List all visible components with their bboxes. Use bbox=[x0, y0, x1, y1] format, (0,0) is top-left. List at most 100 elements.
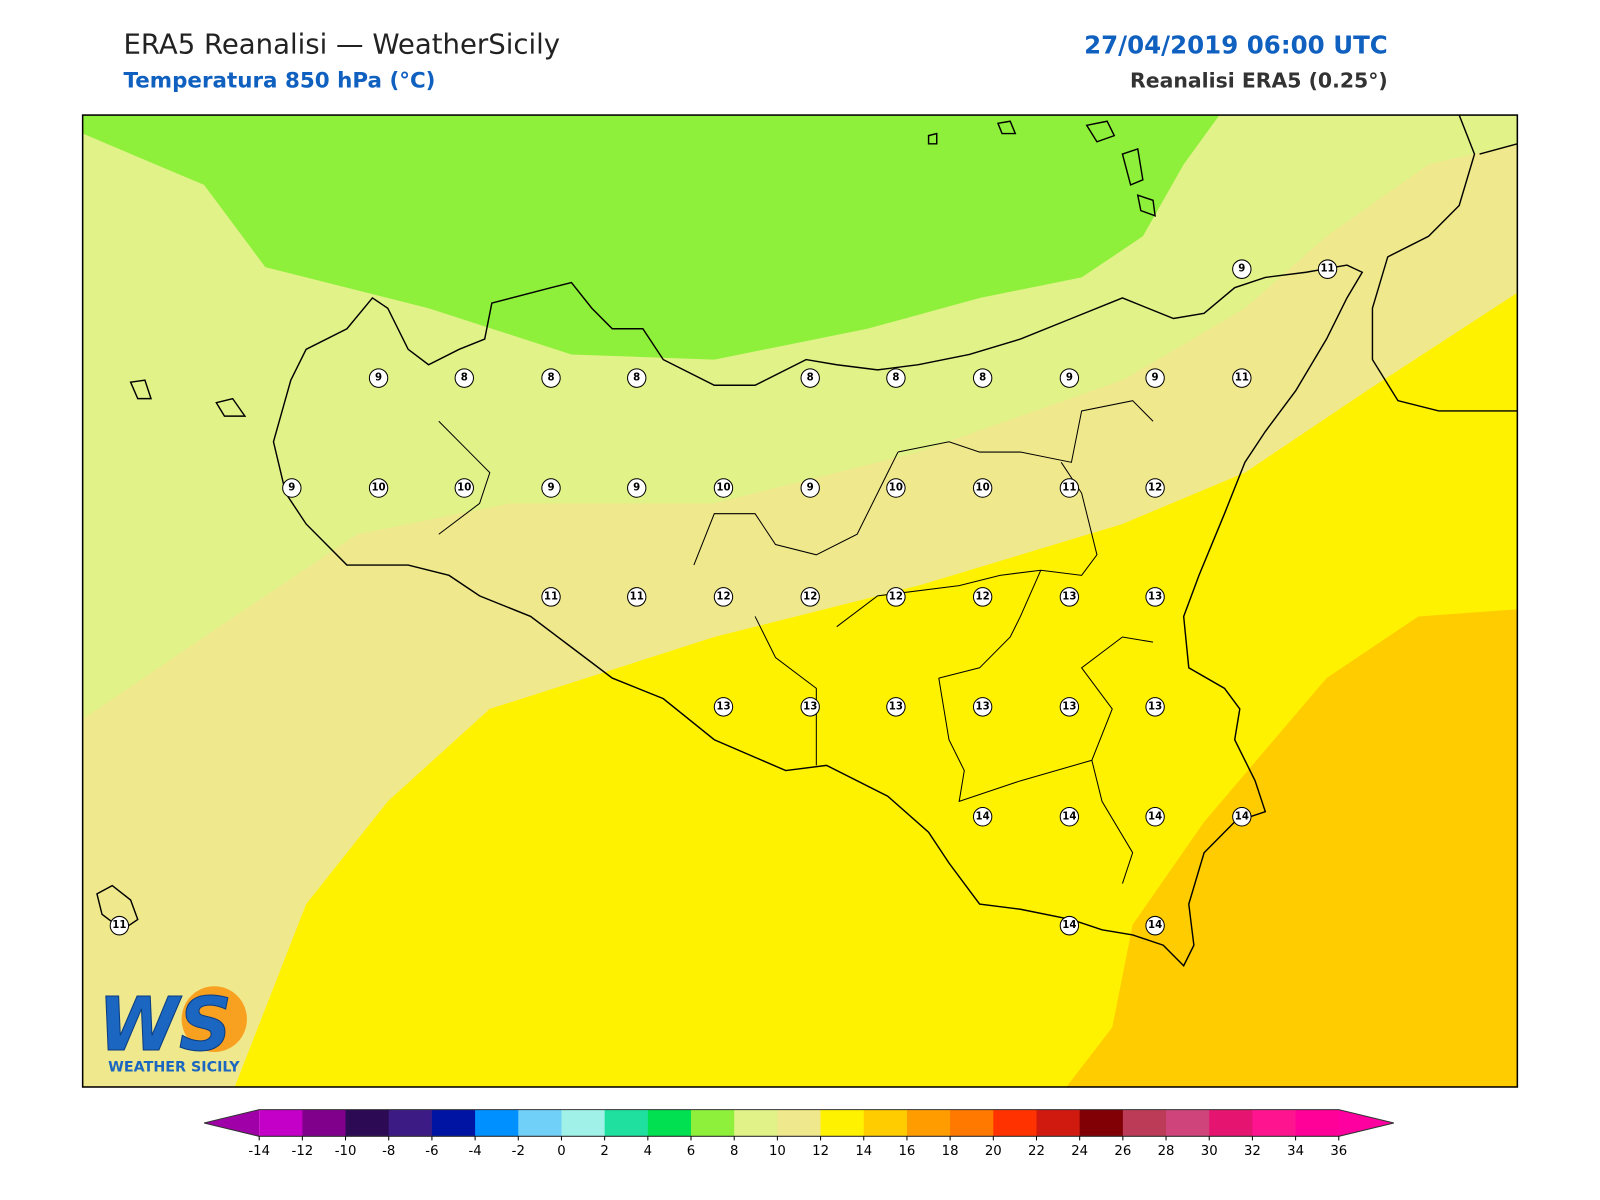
station-marker bbox=[713, 697, 734, 717]
station-value: 11 bbox=[630, 591, 644, 602]
colorbar-tick-label: 28 bbox=[1158, 1144, 1175, 1159]
colorbar-segment bbox=[820, 1109, 865, 1137]
station-marker bbox=[454, 368, 474, 388]
station-marker bbox=[282, 478, 302, 498]
station-marker bbox=[972, 368, 993, 388]
station-value: 12 bbox=[803, 591, 817, 602]
station-value: 12 bbox=[889, 591, 903, 602]
station-value: 10 bbox=[889, 482, 903, 493]
station-marker bbox=[1232, 259, 1252, 279]
colorbar-segment bbox=[475, 1109, 519, 1137]
station-marker bbox=[109, 915, 130, 936]
colorbar-segment bbox=[1166, 1109, 1210, 1137]
station-value: 11 bbox=[1235, 373, 1249, 384]
station-marker bbox=[886, 697, 906, 717]
station-value: 12 bbox=[1148, 482, 1162, 493]
station-marker bbox=[1059, 478, 1080, 498]
coastlines bbox=[96, 115, 1518, 967]
station-marker bbox=[1059, 587, 1080, 607]
station-value: 13 bbox=[889, 701, 903, 712]
station-marker bbox=[1145, 915, 1165, 936]
station-marker bbox=[627, 368, 647, 388]
station-marker bbox=[541, 478, 561, 498]
colorbar-segment bbox=[388, 1109, 433, 1137]
station-value: 14 bbox=[976, 811, 990, 822]
station-value: 9 bbox=[375, 373, 382, 384]
colorbar-tick-label: 14 bbox=[855, 1144, 872, 1159]
station-value: 11 bbox=[1320, 264, 1334, 275]
field-6-8 bbox=[82, 115, 1220, 360]
station-value: 10 bbox=[976, 482, 990, 493]
colorbar-tick-label: 16 bbox=[899, 1144, 916, 1159]
station-marker bbox=[972, 478, 993, 498]
station-labels: 9 11 9 8 8 8 8 8 8 9 9 11 9 10 10 9 9 10 9 10 10 11 12 11 11 12 12… bbox=[109, 259, 1338, 936]
station-value: 8 bbox=[979, 373, 986, 384]
colorbar-segment bbox=[691, 1109, 735, 1137]
colorbar-segment bbox=[604, 1109, 649, 1137]
station-value: 9 bbox=[1152, 373, 1159, 384]
station-value: 9 bbox=[1066, 373, 1073, 384]
station-marker bbox=[800, 368, 820, 388]
colorbar-segment bbox=[518, 1109, 562, 1137]
logo-name: WEATHER SICILY bbox=[108, 1060, 240, 1076]
station-marker bbox=[800, 697, 820, 717]
station-marker bbox=[541, 587, 561, 607]
colorbar-tick-label: 30 bbox=[1201, 1144, 1218, 1159]
station-marker bbox=[1059, 697, 1080, 717]
colorbar-segment bbox=[950, 1109, 994, 1137]
colorbar-tick-label: -12 bbox=[292, 1144, 314, 1159]
station-marker bbox=[368, 478, 389, 498]
colorbar-segment bbox=[302, 1109, 347, 1137]
station-value: 13 bbox=[976, 701, 990, 712]
station-marker bbox=[1145, 368, 1165, 388]
station-value: 10 bbox=[371, 482, 385, 493]
logo-sun bbox=[181, 986, 247, 1053]
colorbar-segment bbox=[345, 1109, 390, 1137]
colorbar-segment bbox=[1209, 1109, 1253, 1137]
station-value: 11 bbox=[1062, 482, 1076, 493]
station-value: 11 bbox=[112, 920, 126, 931]
station-value: 13 bbox=[716, 701, 730, 712]
station-marker bbox=[713, 587, 734, 607]
colorbar-tick-label: 4 bbox=[644, 1144, 652, 1159]
colorbar-segment bbox=[1036, 1109, 1081, 1137]
colorbar-segment bbox=[259, 1109, 303, 1137]
colorbar-tick-label: 0 bbox=[557, 1144, 565, 1159]
colorbar-tick-label: 8 bbox=[730, 1144, 738, 1159]
source: Reanalisi ERA5 (0.25°) bbox=[1130, 68, 1388, 92]
colorbar-tick-label: 2 bbox=[600, 1144, 608, 1159]
logo-initials: WS bbox=[98, 983, 232, 1068]
station-marker bbox=[1145, 807, 1165, 827]
station-value: 9 bbox=[547, 482, 554, 493]
colorbar-tick-label: -4 bbox=[468, 1144, 481, 1159]
station-marker bbox=[368, 368, 389, 388]
colorbar-arrow-high bbox=[1338, 1109, 1394, 1137]
station-value: 13 bbox=[1148, 591, 1162, 602]
station-marker bbox=[627, 478, 647, 498]
colorbar-segment bbox=[863, 1109, 908, 1137]
station-marker bbox=[1059, 368, 1080, 388]
station-marker bbox=[972, 807, 993, 827]
colorbar-tick-label: -6 bbox=[425, 1144, 438, 1159]
colorbar-tick-label: 26 bbox=[1114, 1144, 1131, 1159]
station-value: 10 bbox=[716, 482, 730, 493]
colorbar-segment bbox=[1295, 1109, 1340, 1137]
station-marker bbox=[1059, 807, 1080, 827]
colorbar-tick-label: 6 bbox=[687, 1144, 695, 1159]
station-value: 13 bbox=[1062, 701, 1076, 712]
colorbar-segment bbox=[993, 1109, 1037, 1137]
colorbar-tick-label: 32 bbox=[1244, 1144, 1261, 1159]
station-value: 8 bbox=[547, 373, 554, 384]
colorbar-tick-label: -10 bbox=[335, 1144, 357, 1159]
station-value: 14 bbox=[1148, 811, 1162, 822]
station-marker bbox=[800, 587, 820, 607]
colorbar-tick-label: 24 bbox=[1071, 1144, 1088, 1159]
station-value: 14 bbox=[1062, 811, 1076, 822]
station-value: 14 bbox=[1235, 811, 1249, 822]
station-marker bbox=[1317, 259, 1338, 279]
station-marker bbox=[1145, 697, 1165, 717]
logo: WS WEATHER SICILY bbox=[97, 982, 247, 1076]
station-marker bbox=[972, 697, 993, 717]
colorbar-segment bbox=[561, 1109, 606, 1137]
